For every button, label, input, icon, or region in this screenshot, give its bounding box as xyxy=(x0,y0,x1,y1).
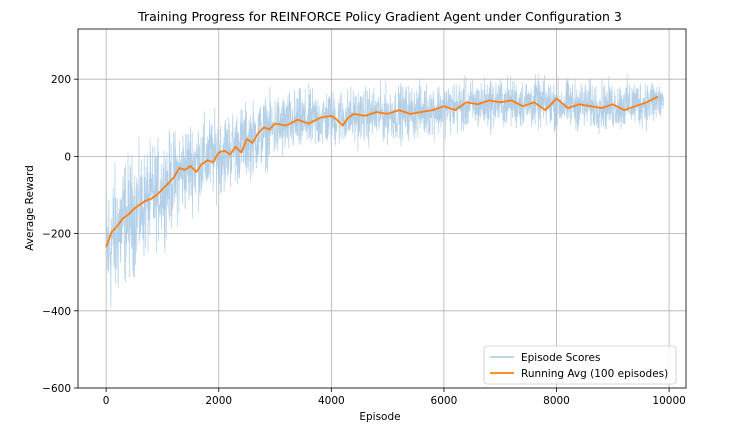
y-axis-title: Average Reward xyxy=(24,165,36,251)
legend-label-running-average: Running Avg (100 episodes) xyxy=(521,368,668,380)
x-tick-label: 4000 xyxy=(318,395,345,407)
plot-frame xyxy=(77,28,687,389)
y-tick-label: −200 xyxy=(42,229,71,241)
x-tick-label: 10000 xyxy=(652,395,685,407)
y-axis: −600 −400 −200 0 200 xyxy=(42,74,78,395)
x-axis-title: Episode xyxy=(359,411,400,423)
legend-label-episode-scores: Episode Scores xyxy=(521,352,600,364)
episode-scores-line xyxy=(105,74,664,308)
legend-box xyxy=(483,345,677,385)
x-tick-label: 2000 xyxy=(205,395,232,407)
x-tick-label: 0 xyxy=(103,395,110,407)
x-tick-label: 8000 xyxy=(543,395,570,407)
episode-scores-series xyxy=(105,74,664,308)
x-axis: 0 2000 4000 6000 8000 10000 xyxy=(103,388,686,407)
running-average-series xyxy=(105,95,659,248)
chart-title: Training Progress for REINFORCE Policy G… xyxy=(137,9,622,24)
x-tick-label: 6000 xyxy=(431,395,458,407)
legend: Episode Scores Running Avg (100 episodes… xyxy=(483,345,677,385)
y-tick-label: 0 xyxy=(64,151,71,163)
y-tick-label: −400 xyxy=(42,306,71,318)
y-tick-label: −600 xyxy=(42,383,71,395)
running-average-line xyxy=(105,95,659,248)
y-tick-label: 200 xyxy=(51,74,71,86)
